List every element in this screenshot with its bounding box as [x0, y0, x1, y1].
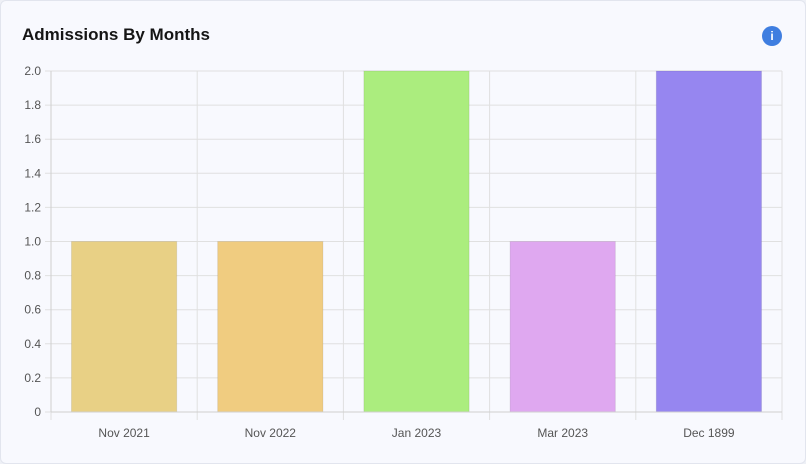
- y-tick-label: 1.2: [24, 200, 41, 214]
- x-tick-label: Nov 2022: [245, 426, 297, 440]
- y-tick-label: 1.8: [24, 98, 41, 112]
- info-icon[interactable]: i: [762, 26, 782, 46]
- bar: [509, 241, 616, 413]
- x-tick-label: Nov 2021: [98, 426, 150, 440]
- y-tick-label: 0.8: [24, 269, 41, 283]
- y-tick-label: 2.0: [24, 64, 41, 78]
- y-tick-label: 1.0: [24, 235, 41, 249]
- y-tick-label: 1.4: [24, 166, 41, 180]
- y-tick-label: 0.6: [24, 303, 41, 317]
- bar: [655, 70, 763, 413]
- y-tick-label: 0.4: [24, 337, 41, 351]
- bar: [70, 241, 178, 413]
- card-title: Admissions By Months: [22, 25, 210, 44]
- x-tick-label: Mar 2023: [537, 426, 588, 440]
- bar: [217, 241, 324, 413]
- y-tick-label: 1.6: [24, 132, 41, 146]
- x-tick-label: Dec 1899: [683, 426, 735, 440]
- x-tick-label: Jan 2023: [392, 426, 442, 440]
- y-tick-label: 0.2: [24, 371, 41, 385]
- y-tick-label: 0: [34, 405, 41, 419]
- bar: [363, 70, 470, 413]
